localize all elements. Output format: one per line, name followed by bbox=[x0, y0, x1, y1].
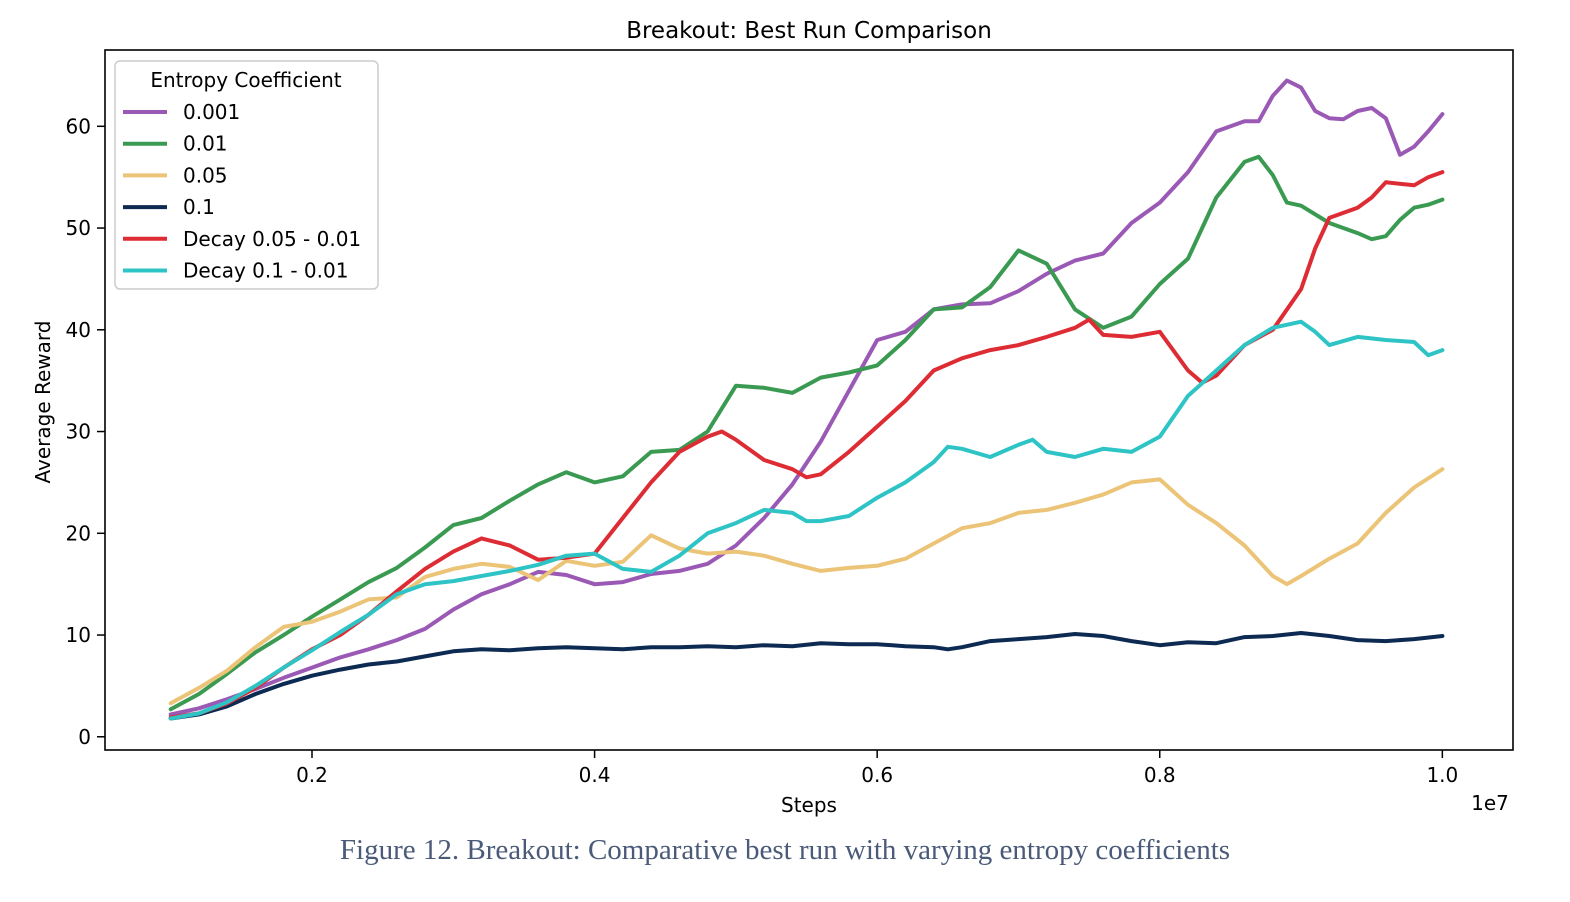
series-line-5 bbox=[168, 319, 1445, 721]
legend-label: 0.1 bbox=[183, 195, 215, 219]
y-tick-label: 60 bbox=[66, 114, 91, 138]
legend-label: Decay 0.1 - 0.01 bbox=[183, 259, 348, 283]
line-chart: Breakout: Best Run Comparison 0.2 0.4 0.6 0… bbox=[31, 18, 1514, 817]
y-tick-label: 20 bbox=[66, 521, 91, 545]
series-line-3 bbox=[168, 631, 1445, 721]
legend-title: Entropy Coefficient bbox=[150, 68, 341, 92]
legend-label: 0.05 bbox=[183, 163, 228, 187]
y-tick-label: 10 bbox=[66, 623, 91, 647]
axes: 0.2 0.4 0.6 0.8 1.0 0 10 20 30 40 50 60 bbox=[66, 114, 1459, 787]
y-tick-label: 50 bbox=[66, 216, 91, 240]
x-tick-label: 0.6 bbox=[861, 763, 893, 787]
legend-label: Decay 0.05 - 0.01 bbox=[183, 227, 361, 251]
legend-label: 0.01 bbox=[183, 132, 228, 156]
chart-title: Breakout: Best Run Comparison bbox=[626, 18, 992, 44]
x-tick-label: 1.0 bbox=[1426, 763, 1458, 787]
legend: Entropy Coefficient 0.001 0.01 0.05 0.1 Deca… bbox=[114, 60, 379, 290]
y-tick-label: 30 bbox=[66, 420, 91, 444]
series-line-0 bbox=[168, 78, 1445, 717]
x-axis-label: Steps bbox=[781, 793, 837, 817]
x-tick-label: 0.4 bbox=[579, 763, 611, 787]
series-line-4 bbox=[168, 170, 1445, 720]
series-lines bbox=[168, 78, 1445, 721]
legend-label: 0.001 bbox=[183, 100, 240, 124]
x-tick-label: 0.8 bbox=[1144, 763, 1176, 787]
legend-items: 0.001 0.01 0.05 0.1 Decay 0.05 - 0.01 Decay 0… bbox=[123, 100, 361, 283]
x-axis-offset: 1e7 bbox=[1471, 791, 1509, 815]
figure-caption: Figure 12. Breakout: Comparative best ru… bbox=[339, 834, 1231, 866]
series-line-1 bbox=[168, 154, 1445, 712]
y-tick-label: 0 bbox=[78, 725, 91, 749]
y-axis-label: Average Reward bbox=[31, 321, 55, 484]
legend-box bbox=[114, 60, 379, 290]
x-tick-label: 0.2 bbox=[296, 763, 328, 787]
y-tick-label: 40 bbox=[66, 318, 91, 342]
